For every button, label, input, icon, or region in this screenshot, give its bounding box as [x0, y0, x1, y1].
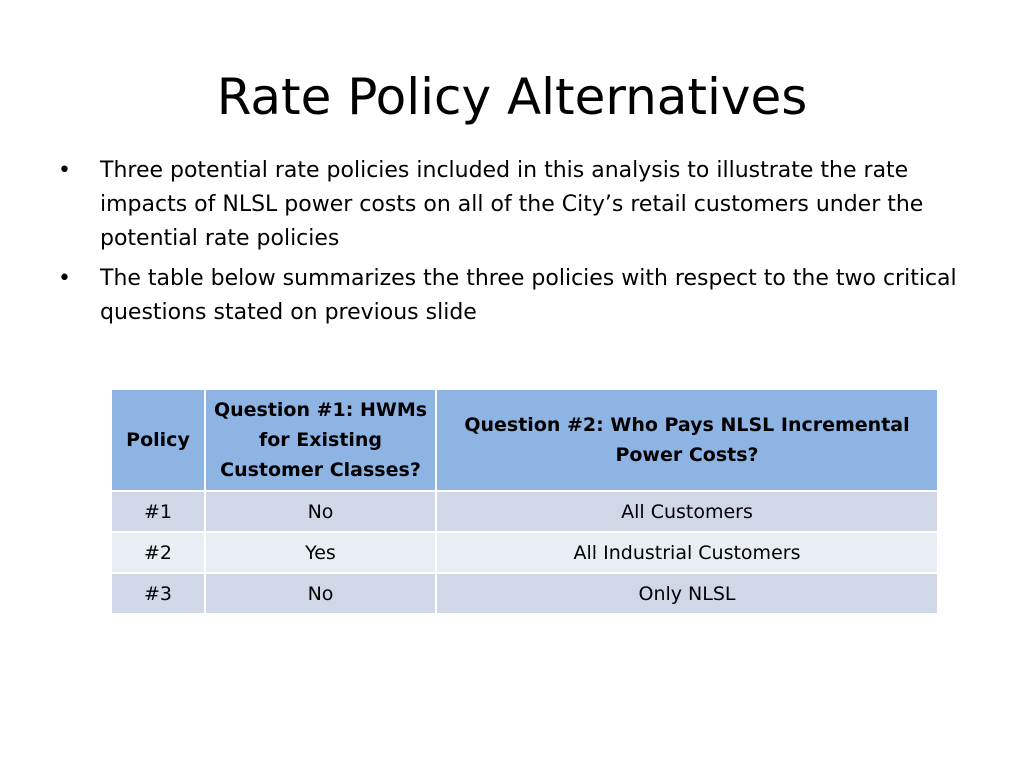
cell-question-1: Yes: [204, 531, 437, 574]
cell-question-1: No: [204, 490, 437, 533]
cell-policy: #3: [110, 572, 206, 615]
table-row: #3 No Only NLSL: [110, 572, 939, 615]
bullet-text: The table below summarizes the three pol…: [100, 266, 957, 325]
cell-question-2: All Customers: [435, 490, 939, 533]
cell-policy: #1: [110, 490, 206, 533]
cell-question-1: No: [204, 572, 437, 615]
bullet-icon: •: [58, 266, 71, 291]
bullet-icon: •: [58, 158, 71, 183]
table-row: #1 No All Customers: [110, 490, 939, 533]
table-row: #2 Yes All Industrial Customers: [110, 531, 939, 574]
table-header-row: Policy Question #1: HWMs for Existing Cu…: [110, 388, 939, 492]
bullet-item: • Three potential rate policies included…: [58, 154, 978, 256]
header-policy: Policy: [110, 388, 206, 492]
cell-question-2: Only NLSL: [435, 572, 939, 615]
cell-question-2: All Industrial Customers: [435, 531, 939, 574]
bullet-list: • Three potential rate policies included…: [58, 154, 978, 336]
header-question-1: Question #1: HWMs for Existing Customer …: [204, 388, 437, 492]
bullet-text: Three potential rate policies included i…: [100, 158, 924, 251]
cell-policy: #2: [110, 531, 206, 574]
slide-title: Rate Policy Alternatives: [216, 68, 808, 126]
header-question-2: Question #2: Who Pays NLSL Incremental P…: [435, 388, 939, 492]
policy-table: Policy Question #1: HWMs for Existing Cu…: [110, 388, 939, 615]
bullet-item: • The table below summarizes the three p…: [58, 262, 978, 330]
